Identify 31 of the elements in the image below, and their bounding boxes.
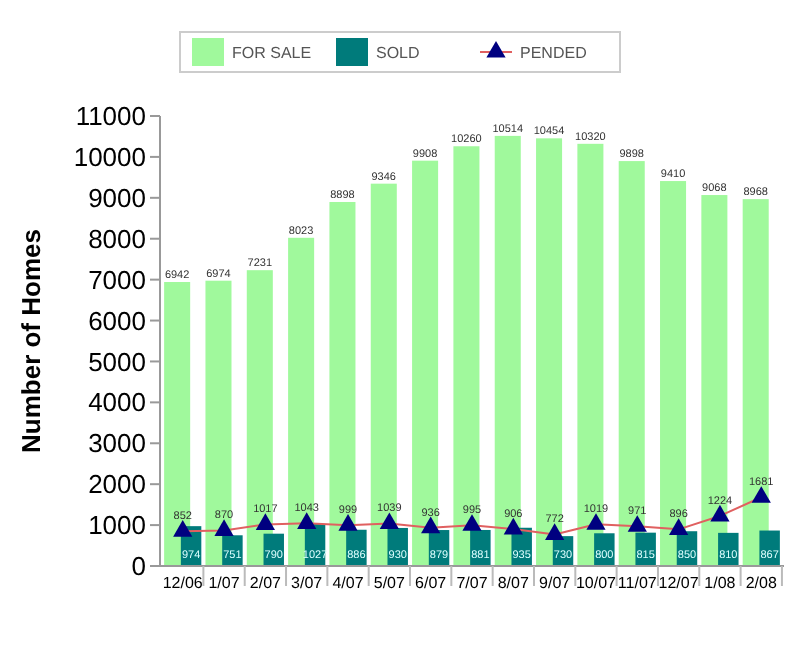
- y-tick-label: 2000: [88, 469, 146, 500]
- x-tick-label: 3/07: [291, 574, 324, 592]
- y-tick-label: 11000: [75, 101, 146, 132]
- x-tick-label: 12/07: [658, 574, 700, 592]
- y-tick-label: 3000: [88, 428, 146, 459]
- legend-label: FOR SALE: [232, 43, 312, 62]
- x-tick-label: 2/07: [249, 574, 283, 592]
- legend-label: PENDED: [520, 43, 588, 62]
- y-tick-label: 6000: [88, 305, 146, 336]
- y-tick-label: 7000: [88, 264, 146, 295]
- x-tick-label: 9/07: [539, 574, 572, 592]
- y-tick-label: 0: [131, 551, 146, 582]
- x-tick-label: 5/07: [373, 574, 407, 592]
- x-tick-label: 2/08: [745, 574, 778, 592]
- y-tick-label: 10000: [73, 142, 146, 173]
- x-tick-label: 12/06: [162, 574, 204, 592]
- y-tick-label: 4000: [88, 387, 146, 418]
- x-tick-label: 1/08: [704, 574, 737, 592]
- legend-label: SOLD: [376, 43, 421, 62]
- x-tick-label: 1/07: [208, 574, 241, 592]
- x-tick-label: 11/07: [617, 574, 658, 592]
- y-tick-label: 5000: [88, 346, 146, 377]
- x-tick-label: 6/07: [415, 574, 448, 592]
- x-tick-label: 7/07: [456, 574, 489, 592]
- x-tick-label: 4/07: [332, 574, 365, 592]
- y-axis-title: Number of Homes: [16, 229, 46, 453]
- y-tick-label: 1000: [88, 510, 146, 541]
- x-tick-label: 10/07: [575, 574, 618, 592]
- x-tick-label: 8/07: [497, 574, 530, 592]
- y-tick-label: 8000: [88, 223, 146, 254]
- y-tick-label: 9000: [88, 182, 146, 213]
